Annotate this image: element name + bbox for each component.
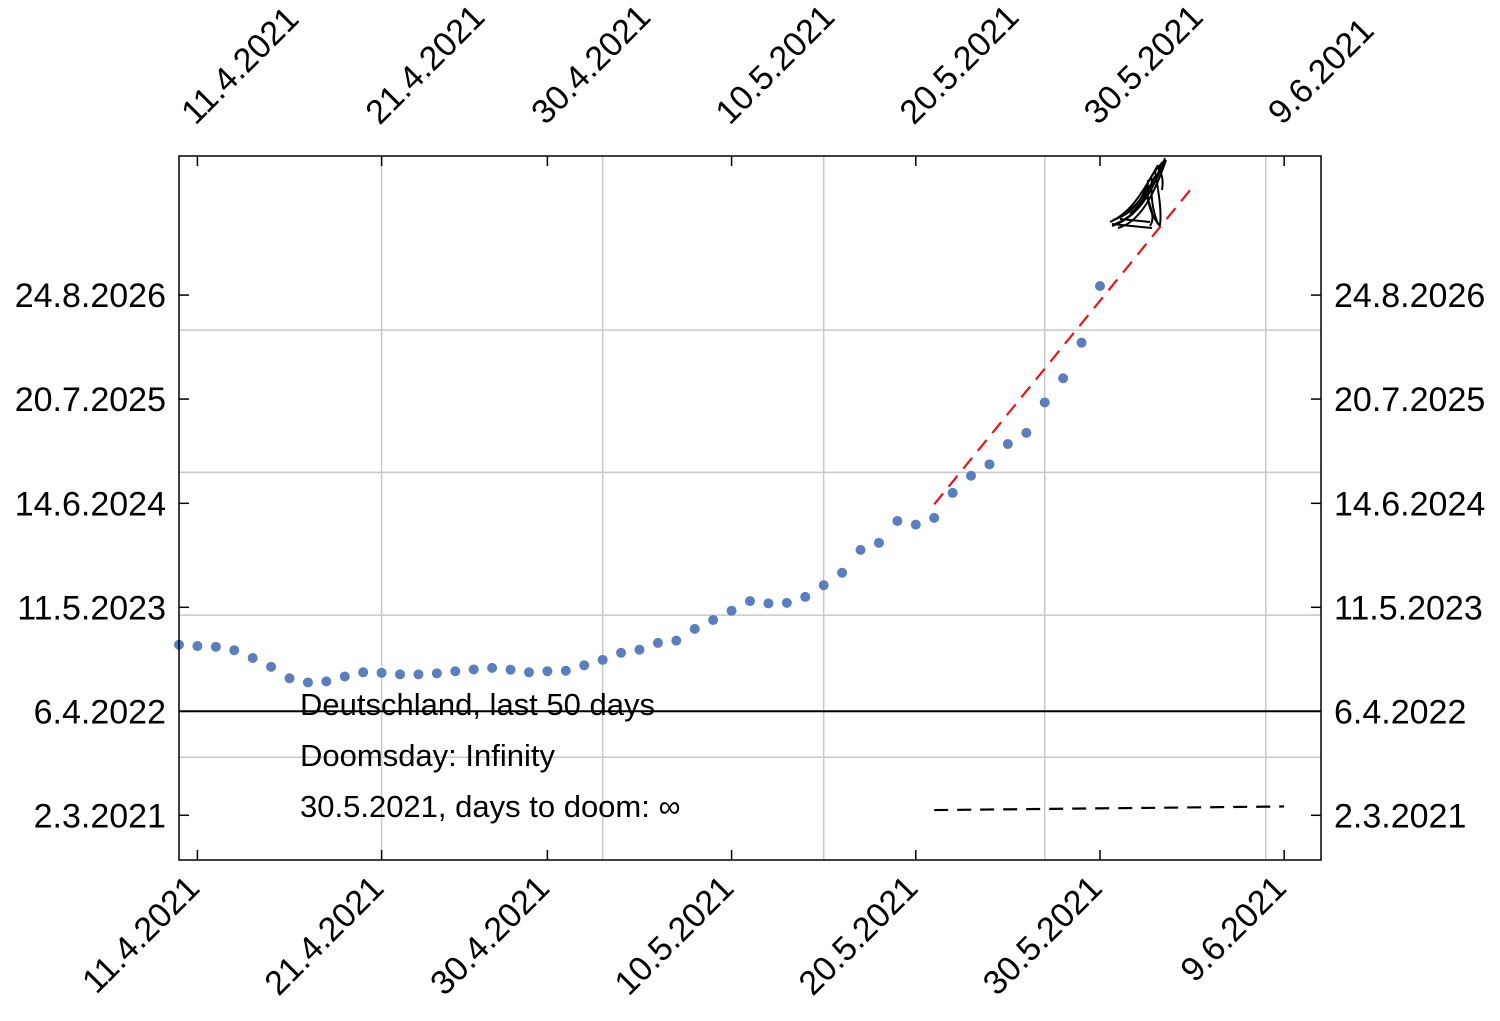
- data-point: [1058, 373, 1069, 384]
- data-point: [855, 544, 866, 555]
- annotation-line-1: Deutschland, last 50 days: [300, 687, 655, 722]
- data-point: [339, 671, 350, 682]
- y-tick-label-left: 14.6.2024: [15, 485, 166, 523]
- data-point: [210, 641, 221, 652]
- x-tick-label-bottom: 30.5.2021: [976, 869, 1110, 1003]
- data-point: [1039, 397, 1050, 408]
- data-point: [984, 459, 995, 470]
- data-point: [468, 664, 479, 675]
- data-point: [560, 665, 571, 676]
- data-point: [1076, 337, 1087, 348]
- data-point: [1021, 427, 1032, 438]
- data-point: [745, 596, 755, 607]
- y-tick-label-right: 6.4.2022: [1334, 693, 1466, 731]
- data-point: [431, 668, 442, 679]
- data-point: [947, 487, 958, 498]
- x-tick-label-top: 11.4.2021: [174, 0, 306, 132]
- x-tick-label-top: 30.5.2021: [1077, 0, 1211, 132]
- data-point: [763, 598, 774, 609]
- annotation-text: Deutschland, last 50 days Doomsday: Infin…: [300, 687, 681, 824]
- data-point: [523, 667, 534, 678]
- x-tick-label-bottom: 30.4.2021: [423, 869, 557, 1003]
- data-point: [358, 667, 369, 678]
- data-point: [284, 673, 295, 684]
- data-point: [652, 637, 663, 648]
- data-point: [376, 667, 387, 678]
- annotation-line-3: 30.5.2021, days to doom: ∞: [300, 789, 681, 824]
- data-point: [229, 645, 240, 656]
- data-point: [873, 537, 884, 548]
- data-point: [689, 623, 700, 634]
- data-point: [487, 662, 498, 673]
- x-tick-label-top: 20.5.2021: [893, 0, 1027, 132]
- data-point: [1002, 439, 1013, 450]
- data-point: [395, 669, 406, 680]
- x-tick-label-bottom: 11.4.2021: [75, 869, 207, 1001]
- data-point: [413, 669, 424, 680]
- data-point: [505, 664, 516, 675]
- data-point: [597, 654, 608, 665]
- x-tick-label-bottom: 10.5.2021: [607, 869, 741, 1003]
- data-point: [818, 580, 829, 591]
- data-point: [321, 676, 332, 687]
- trend-lines: [933, 187, 1285, 812]
- data-point: [837, 567, 848, 578]
- data-point: [966, 470, 977, 481]
- y-tick-label-left: 6.4.2022: [34, 693, 166, 731]
- y-tick-label-left: 2.3.2021: [34, 797, 166, 835]
- x-tick-label-top: 30.4.2021: [524, 0, 658, 132]
- data-point: [1094, 280, 1105, 291]
- y-tick-label-right: 2.3.2021: [1334, 797, 1466, 835]
- plot-frame: [178, 155, 1322, 861]
- data-point: [929, 512, 940, 523]
- y-tick-label-right: 11.5.2023: [1334, 589, 1483, 627]
- x-tick-label-bottom: 9.6.2021: [1173, 869, 1293, 989]
- data-point: [800, 591, 811, 602]
- axis-ticks: [179, 156, 1321, 860]
- scribble-mark: [1109, 157, 1167, 229]
- data-point: [266, 661, 277, 672]
- data-point: [579, 660, 590, 671]
- data-point: [781, 597, 792, 608]
- data-point: [542, 666, 553, 677]
- data-point: [910, 519, 921, 530]
- x-tick-label-top: 9.6.2021: [1261, 11, 1381, 131]
- data-point: [708, 615, 719, 626]
- x-tick-label-top: 10.5.2021: [708, 0, 842, 132]
- data-points: [174, 280, 1105, 688]
- data-point: [634, 644, 645, 655]
- y-tick-label-right: 14.6.2024: [1334, 485, 1485, 523]
- y-tick-label-left: 11.5.2023: [17, 589, 166, 627]
- data-point: [726, 605, 737, 616]
- data-point: [671, 635, 682, 646]
- x-tick-label-top: 21.4.2021: [358, 0, 492, 132]
- y-tick-label-left: 24.8.2026: [15, 277, 166, 315]
- data-point: [192, 641, 203, 652]
- data-point: [616, 647, 627, 658]
- x-tick-label-bottom: 20.5.2021: [792, 869, 926, 1003]
- x-tick-label-bottom: 21.4.2021: [257, 869, 391, 1003]
- y-tick-label-right: 20.7.2025: [1334, 381, 1485, 419]
- data-point: [892, 515, 903, 526]
- data-point: [450, 666, 461, 677]
- grid-lines: [179, 156, 1321, 860]
- axis-labels: 11.4.202111.4.202121.4.202121.4.202130.4…: [15, 0, 1486, 1003]
- data-point: [302, 677, 313, 688]
- trend-line-red: [933, 187, 1193, 506]
- y-tick-label-right: 24.8.2026: [1334, 277, 1485, 315]
- trend-line-black: [934, 805, 1285, 812]
- y-tick-label-left: 20.7.2025: [15, 381, 166, 419]
- data-point: [247, 653, 258, 664]
- annotation-line-2: Doomsday: Infinity: [300, 738, 555, 773]
